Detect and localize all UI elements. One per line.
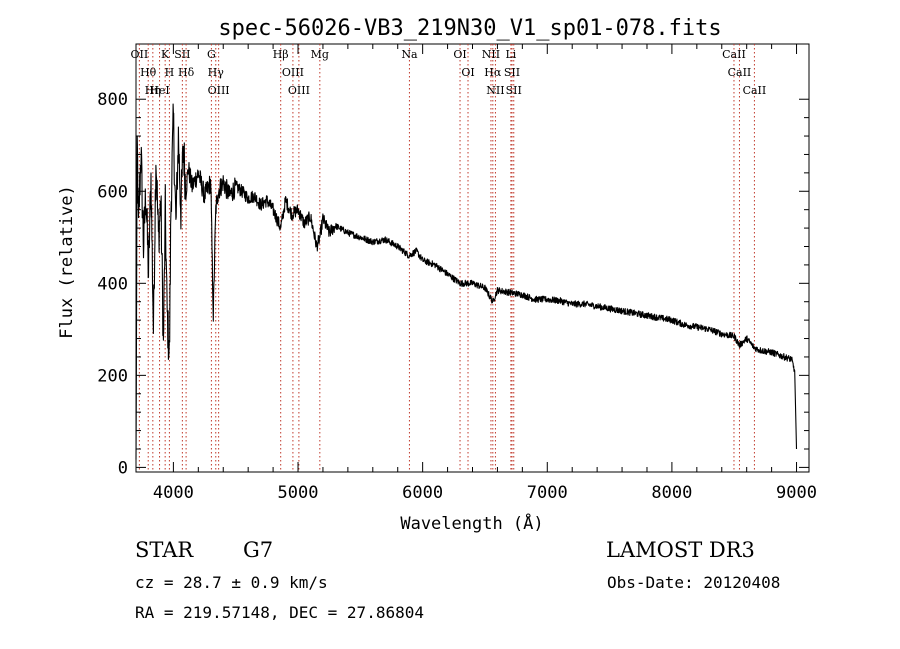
x-tick-label: 6000 [402,483,443,503]
plot-frame [135,43,810,473]
line-label: G [207,48,216,61]
line-label: SII [506,84,522,97]
line-label: Hα [484,66,502,79]
x-tick-label: 5000 [278,483,319,503]
line-label: Hη [145,84,161,97]
y-tick-label: 600 [97,182,128,202]
x-tick-label: 9000 [776,483,817,503]
line-label: H [165,66,175,79]
x-tick-label: 8000 [651,483,692,503]
line-label: Mg [311,48,329,61]
line-label: OII [131,48,149,61]
y-tick-label: 200 [97,366,128,386]
line-label: HeI [149,84,169,97]
line-label: CaII [722,48,746,61]
line-label: Hθ [140,66,157,79]
line-label: OIII [208,84,230,97]
survey-name: LAMOST DR3 [606,538,755,562]
y-tick-label: 800 [97,90,128,110]
y-tick-label: 400 [97,274,128,294]
x-tick-label: 4000 [153,483,194,503]
line-label: SII [174,48,190,61]
line-label: Li [505,48,516,61]
line-label: Hδ [178,66,195,79]
object-class: STAR [135,538,194,562]
spectral-line-markers [138,44,755,472]
line-label: K [161,48,170,61]
y-axis-label: Flux (relative) [57,185,77,339]
axis-ticks: 4000 5000 6000 7000 8000 9000 0 200 400 600 800 [97,44,817,503]
observation-date: Obs-Date: 20120408 [607,573,781,592]
ra-dec: RA = 219.57148, DEC = 27.86804 [135,603,424,622]
x-axis-label: Wavelength (Å) [400,512,543,534]
line-label: SII [504,66,520,79]
x-tick-label: 7000 [527,483,568,503]
line-label: Hβ [273,48,289,61]
spectrum-line [135,103,798,460]
y-tick-label: 0 [118,458,128,478]
line-label: OIII [282,66,304,79]
line-label: NII [482,48,500,61]
line-label: NII [486,84,504,97]
object-subclass: G7 [243,538,274,562]
line-label: CaII [728,66,752,79]
spectrum-series [135,103,798,460]
line-label: Na [401,48,418,61]
line-label: OI [453,48,466,61]
line-label: OI [461,66,474,79]
line-label: OIII [288,84,310,97]
redshift-cz: cz = 28.7 ± 0.9 km/s [135,573,328,592]
line-label: Hγ [208,66,225,79]
line-label: CaII [743,84,767,97]
chart-title: spec-56026-VB3_219N30_V1_sp01-078.fits [218,16,721,41]
